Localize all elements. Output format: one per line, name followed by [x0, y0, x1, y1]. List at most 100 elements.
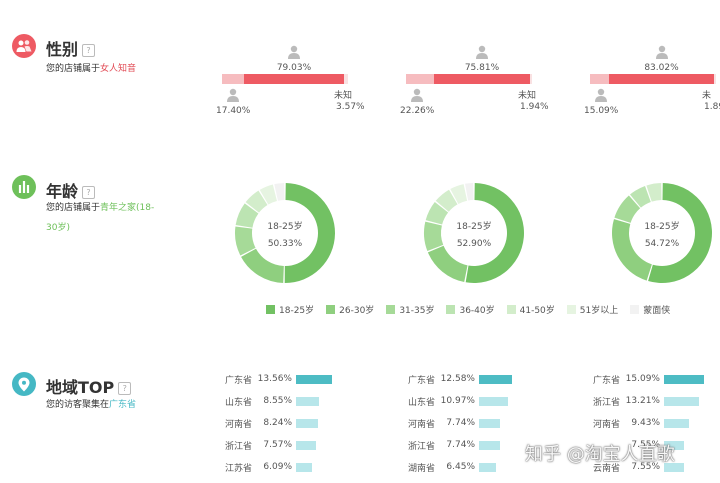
gender-bar-unknown	[344, 74, 348, 84]
region-pct: 8.24%	[263, 418, 292, 428]
gender-bar-female	[244, 74, 344, 84]
age-legend: 18-25岁 26-30岁 31-35岁 36-40岁 41-50岁 51岁以上 蒙面侠	[266, 303, 682, 316]
location-pin-icon	[12, 372, 36, 396]
region-bar	[664, 418, 689, 428]
donut-slice	[259, 184, 277, 205]
legend-swatch	[266, 305, 275, 314]
donut-center-label: 18-25岁	[456, 220, 491, 232]
region-row: 江苏省 6.09%	[222, 456, 332, 478]
donut-slice	[611, 219, 652, 281]
legend-item[interactable]: 36-40岁	[446, 303, 495, 316]
legend-item[interactable]: 41-50岁	[506, 303, 555, 316]
age-sub-highlight-2: 30岁)	[46, 223, 70, 233]
region-row: 河南省 7.74%	[405, 412, 512, 434]
region-pct: 8.55%	[263, 396, 292, 406]
male-person-icon	[410, 87, 424, 106]
region-province: 山东省	[407, 397, 435, 408]
region-bar	[664, 396, 699, 406]
region-row: 浙江省 13.21%	[590, 390, 704, 412]
legend-swatch	[446, 305, 456, 314]
region-title: 地域TOP?	[46, 374, 132, 398]
region-sub-prefix: 您的访客聚集在	[46, 400, 110, 410]
gender-subtitle: 您的店铺属于女人知音	[46, 58, 136, 80]
region-province: 河南省	[407, 419, 435, 430]
gender-bar-male	[222, 74, 244, 84]
legend-swatch	[506, 305, 516, 314]
legend-label: 31-35岁	[399, 306, 435, 316]
region-province: 浙江省	[407, 441, 435, 452]
legend-item[interactable]: 18-25岁	[266, 303, 314, 316]
region-bar	[479, 440, 500, 450]
legend-swatch	[566, 305, 576, 314]
gender-bar	[406, 74, 532, 84]
gender-help-icon[interactable]: ?	[82, 44, 96, 57]
region-pct: 6.45%	[446, 462, 475, 472]
region-row: 河南省 9.43%	[590, 412, 704, 434]
donut-slice	[630, 185, 651, 208]
region-bar	[664, 440, 684, 450]
region-title-text: 地域TOP	[46, 378, 115, 397]
legend-item[interactable]: 31-35岁	[386, 303, 434, 316]
male-pct: 22.26%	[400, 106, 435, 116]
legend-label: 蒙面侠	[643, 306, 671, 316]
donut-slice	[274, 183, 285, 201]
region-bar	[479, 374, 512, 384]
donut-slice	[614, 195, 641, 223]
region-row: 浙江省 7.57%	[222, 434, 332, 456]
region-bar	[479, 418, 500, 428]
region-bar	[296, 462, 312, 472]
region-row: 浙江省 7.74%	[405, 434, 512, 456]
gender-bar-male	[590, 74, 609, 84]
region-province: 广东省	[407, 375, 435, 386]
region-pct: 7.74%	[446, 440, 475, 450]
region-subtitle: 您的访客聚集在广东省	[46, 394, 136, 416]
region-bar	[296, 396, 319, 406]
region-help-icon[interactable]: ?	[118, 382, 132, 395]
donut-center-label: 18-25岁	[644, 220, 679, 232]
legend-item[interactable]: 51岁以上	[566, 303, 618, 316]
region-row: 河南省 8.24%	[222, 412, 332, 434]
female-pct: 75.81%	[464, 63, 500, 73]
region-province: 湖南省	[407, 463, 435, 474]
donut-slice	[234, 226, 256, 256]
female-pct: 79.03%	[276, 63, 312, 73]
gender-sub-highlight: 女人知音	[100, 64, 137, 74]
legend-label: 26-30岁	[339, 306, 375, 316]
gender-title-text: 性别	[46, 40, 79, 59]
region-row: 山东省 8.55%	[222, 390, 332, 412]
legend-label: 18-25岁	[279, 306, 315, 316]
unknown-label: 未	[702, 91, 712, 101]
donut-slice	[284, 183, 335, 283]
age-help-icon[interactable]: ?	[82, 186, 96, 199]
unknown-pct: 1.94%	[520, 102, 549, 112]
donut-slice	[241, 248, 284, 283]
region-province: 江苏省	[224, 463, 252, 474]
legend-item[interactable]: 蒙面侠	[630, 303, 670, 316]
region-column: 广东省 12.58% 山东省 10.97% 河南省 7.74% 浙江省 7.74% 湖南省 6.4…	[405, 368, 512, 478]
unknown-pct: 3.57%	[336, 102, 365, 112]
region-pct: 7.57%	[263, 440, 292, 450]
region-bar	[664, 374, 704, 384]
region-column: 广东省 15.09% 浙江省 13.21% 河南省 9.43% 7.55% 云南省 7.55%	[590, 368, 704, 478]
region-pct: 7.55%	[631, 440, 660, 450]
region-pct: 7.74%	[446, 418, 475, 428]
donut-center-label: 18-25岁	[267, 220, 302, 232]
region-bar	[479, 462, 496, 472]
legend-label: 41-50岁	[519, 306, 555, 316]
donut-slice	[427, 245, 468, 283]
region-row: 广东省 15.09%	[590, 368, 704, 390]
gender-bar	[222, 74, 348, 84]
unknown-label: 未知	[334, 91, 353, 101]
region-province: 浙江省	[224, 441, 252, 452]
region-bar	[296, 418, 318, 428]
legend-item[interactable]: 26-30岁	[326, 303, 374, 316]
region-pct: 13.56%	[257, 374, 292, 384]
age-sub-prefix: 您的店铺属于	[46, 203, 101, 213]
region-row: 云南省 7.55%	[590, 456, 704, 478]
male-person-icon	[226, 87, 240, 106]
gender-bar-female	[434, 74, 530, 84]
region-row: 7.55%	[590, 434, 704, 456]
age-sub-highlight-1: 青年之家(18-	[100, 203, 155, 213]
age-title-text: 年龄	[46, 182, 79, 201]
donut-slice	[423, 221, 444, 252]
